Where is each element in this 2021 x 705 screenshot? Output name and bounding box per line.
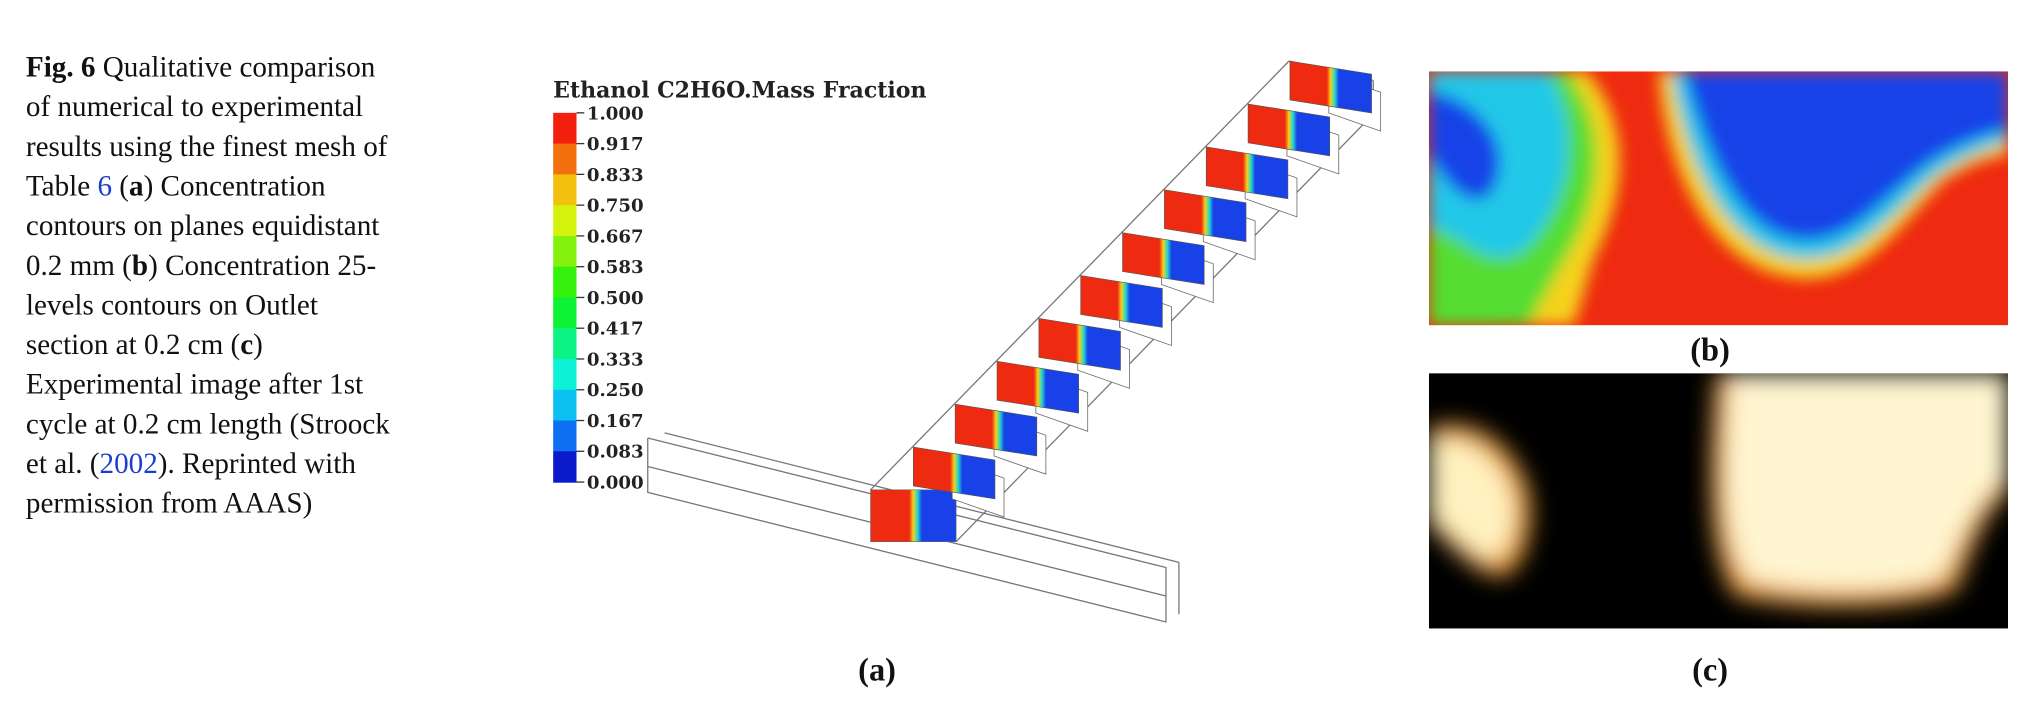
concentration-planes	[870, 60, 1382, 542]
colorbar-label: 0.917	[587, 134, 644, 155]
caption-text: b	[132, 250, 148, 282]
caption-text: Fig. 6	[26, 52, 96, 84]
experimental-image	[1428, 373, 2009, 629]
contour-plane	[1205, 146, 1289, 200]
caption-text: cycle at 0.2 cm length (Stroock	[26, 408, 390, 440]
colorbar-band	[553, 143, 577, 176]
caption-text: et al. (	[26, 448, 100, 480]
caption-text: ). Reprinted with	[158, 448, 357, 480]
caption-text: )	[253, 329, 263, 361]
colorbar-band	[553, 328, 577, 360]
colorbar-label: 0.167	[587, 411, 644, 432]
colorbar-label: 0.750	[587, 196, 644, 217]
contour-plane	[1164, 189, 1247, 242]
caption-line: Table 6 (a) Concentration	[26, 170, 326, 202]
contour-plane	[1122, 232, 1205, 285]
caption-line: cycle at 0.2 cm length (Stroock	[26, 408, 390, 440]
caption-line: levels contours on Outlet	[26, 289, 318, 321]
colorbar-band	[553, 358, 577, 391]
caption-line: results using the finest mesh of	[26, 131, 388, 163]
colorbar-label: 0.000	[587, 473, 644, 494]
colorbar-label: 0.417	[587, 319, 644, 340]
colorbar-label: 0.250	[587, 380, 644, 401]
contour-plane	[1247, 103, 1331, 157]
colorbar-label: 0.583	[587, 257, 644, 278]
colorbar: Ethanol C2H6O.Mass Fraction 1.000 0.917 0.…	[553, 77, 926, 494]
colorbar-label: 0.833	[587, 165, 644, 186]
colorbar-title: Ethanol C2H6O.Mass Fraction	[553, 77, 926, 103]
caption-line: contours on planes equidistant	[26, 210, 379, 242]
caption-text: 0.2 mm (	[26, 250, 132, 282]
caption-line: section at 0.2 cm (c)	[26, 329, 263, 361]
colorbar-label: 0.083	[587, 442, 644, 463]
colorbar-label: 0.500	[587, 288, 644, 309]
colorbar-label: 0.333	[587, 349, 644, 370]
contour-plane	[954, 403, 1038, 457]
caption-text: (	[112, 170, 129, 202]
contour-plane	[996, 360, 1079, 414]
panel-label: (c)	[1692, 652, 1728, 688]
colorbar-band	[553, 205, 577, 237]
caption-text: c	[240, 329, 253, 361]
panel-label: (b)	[1690, 332, 1730, 368]
colorbar-band	[553, 389, 577, 422]
caption-text: a	[129, 170, 144, 202]
caption-text: Qualitative comparison	[95, 52, 375, 84]
caption-text: Experimental image after 1st	[26, 369, 363, 401]
caption-text: levels contours on Outlet	[26, 289, 318, 321]
colorbar-band	[553, 235, 577, 268]
caption-line: permission from AAAS)	[26, 488, 312, 520]
caption-line: et al. (2002). Reprinted with	[26, 448, 356, 480]
caption-text: 2002	[100, 448, 158, 480]
colorbar-band	[553, 297, 577, 329]
caption-line: Fig. 6 Qualitative comparison	[26, 52, 376, 84]
contour-plane	[913, 446, 996, 500]
colorbar-band	[553, 174, 577, 206]
caption-text: section at 0.2 cm (	[26, 329, 240, 361]
caption-text: ) Concentration 25-	[148, 250, 376, 282]
inlet-plane	[870, 489, 957, 542]
caption-text: of numerical to experimental	[26, 91, 363, 123]
caption-text: results using the finest mesh of	[26, 131, 388, 163]
colorbar-band	[553, 112, 577, 145]
caption-text: contours on planes equidistant	[26, 210, 379, 242]
caption: Fig. 6 Qualitative comparison of numerica…	[26, 52, 390, 520]
outlet-contours	[1428, 71, 2009, 326]
contour-plane	[1038, 318, 1121, 371]
panel-label: (a)	[858, 652, 896, 688]
caption-text: Table	[26, 170, 98, 202]
caption-text: 6	[97, 170, 112, 202]
colorbar-band	[553, 451, 577, 483]
caption-line: Experimental image after 1st	[26, 369, 363, 401]
caption-line: 0.2 mm (b) Concentration 25-	[26, 250, 376, 282]
caption-text: ) Concentration	[144, 170, 326, 202]
colorbar-band	[553, 420, 577, 452]
contour-plane	[1080, 275, 1163, 328]
colorbar-label: 0.667	[587, 226, 644, 247]
contour-plane	[1289, 60, 1372, 114]
colorbar-label: 1.000	[587, 103, 644, 124]
colorbar-band	[553, 266, 577, 299]
caption-text: permission from AAAS)	[26, 488, 312, 520]
caption-line: of numerical to experimental	[26, 91, 363, 123]
